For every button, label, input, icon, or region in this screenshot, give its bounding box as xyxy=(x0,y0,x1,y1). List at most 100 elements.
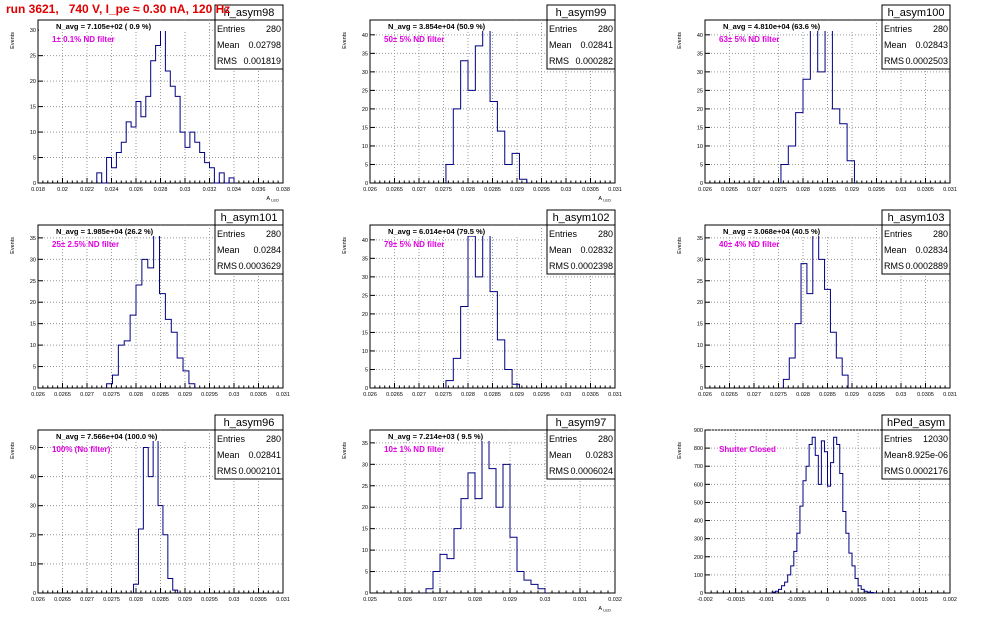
y-axis-label: Events xyxy=(677,442,683,459)
navg-box xyxy=(39,226,209,236)
stats-value: -8.925e-06 xyxy=(904,450,948,460)
stats-value: 0.02841 xyxy=(580,40,613,50)
x-tick-label: 0.03 xyxy=(229,597,240,603)
histogram-name: h_asym99 xyxy=(556,7,607,19)
stats-box xyxy=(546,209,616,275)
histogram-panel: -0.002 -0.0015 -0.001 -0.0005 0 0.0005 0.001 0.… xyxy=(677,414,957,603)
filter-annotation: 1± 0.1% ND filter xyxy=(52,35,115,44)
y-tick-label: 10 xyxy=(30,130,36,136)
histogram-name: h_asym102 xyxy=(553,212,610,224)
stats-key: RMS xyxy=(884,261,904,271)
filter-annotation: 63± 5% ND filter xyxy=(719,35,779,44)
y-tick-label: 0 xyxy=(33,181,36,187)
x-tick-label: 0.0295 xyxy=(201,597,218,603)
y-tick-label: 10 xyxy=(362,548,368,554)
y-tick-label: 30 xyxy=(697,257,703,263)
x-tick-label: 0.0305 xyxy=(250,392,267,398)
stats-value: 0.000282 xyxy=(575,56,613,66)
y-axis-label: Events xyxy=(342,32,348,49)
y-tick-label: 40 xyxy=(697,33,703,39)
stats-box xyxy=(214,414,284,480)
stats-value: 0.0002503 xyxy=(905,56,948,66)
stats-key: RMS xyxy=(217,261,237,271)
navg-label: N_avg = 3.068e+04 (40.5 %) xyxy=(723,227,821,236)
y-tick-label: 35 xyxy=(362,51,368,57)
y-tick-label: 0 xyxy=(700,181,703,187)
x-tick-label: 0.0275 xyxy=(770,392,787,398)
x-tick-label: 0.027 xyxy=(80,597,94,603)
stats-value: 280 xyxy=(266,24,281,34)
filter-annotation: 40± 4% ND filter xyxy=(719,240,779,249)
x-tick-label: 0.031 xyxy=(943,392,957,398)
stats-key: Mean xyxy=(217,450,240,460)
histogram-name: h_asym97 xyxy=(556,417,607,429)
stats-box xyxy=(546,414,616,480)
stats-key: Mean xyxy=(884,450,907,460)
histogram-panel: 0.026 0.0265 0.027 0.0275 0.028 0.0285 0.029 0.… xyxy=(677,209,957,398)
y-tick-label: 600 xyxy=(694,482,703,488)
stats-box xyxy=(881,209,951,275)
histogram-panel: 0.025 0.026 0.027 0.028 0.029 0.03 0.031 0.032 0… xyxy=(342,414,622,613)
stats-key: Entries xyxy=(217,229,246,239)
x-tick-label: 0.031 xyxy=(573,597,587,603)
x-tick-label: 0.0285 xyxy=(152,597,169,603)
x-tick-label: 0.0305 xyxy=(582,392,599,398)
stats-key: RMS xyxy=(884,56,904,66)
x-tick-label: 0.0265 xyxy=(386,187,403,193)
x-tick-label: 0.03 xyxy=(561,392,572,398)
stats-key: Mean xyxy=(549,245,572,255)
histogram-outline xyxy=(106,233,196,388)
x-tick-label: 0.028 xyxy=(461,392,475,398)
y-tick-label: 0 xyxy=(700,591,703,597)
x-tick-label: 0.031 xyxy=(608,187,622,193)
stats-value: 280 xyxy=(598,24,613,34)
x-tick-label: 0.026 xyxy=(398,597,412,603)
x-tick-label: 0.0265 xyxy=(386,392,403,398)
y-tick-label: 20 xyxy=(30,533,36,539)
x-axis-label-subscript: LED xyxy=(270,198,279,203)
y-axis-label: Events xyxy=(10,32,16,49)
x-tick-label: 0.028 xyxy=(796,392,810,398)
stats-key: Entries xyxy=(549,434,578,444)
stats-value: 0.02834 xyxy=(915,245,948,255)
x-tick-label: 0.0015 xyxy=(911,597,928,603)
y-tick-label: 300 xyxy=(694,537,703,543)
y-tick-label: 0 xyxy=(700,386,703,392)
stats-value: 0.02843 xyxy=(915,40,948,50)
stats-value: 280 xyxy=(266,434,281,444)
stats-value: 0.001819 xyxy=(243,56,281,66)
stats-value: 0.0006024 xyxy=(570,466,613,476)
stats-value: 0.0284 xyxy=(253,245,281,255)
y-tick-label: 10 xyxy=(30,562,36,568)
histogram-name: h_asym100 xyxy=(888,7,945,19)
x-tick-label: 0.028 xyxy=(468,597,482,603)
y-tick-label: 10 xyxy=(697,343,703,349)
y-tick-label: 30 xyxy=(30,28,36,34)
y-tick-label: 15 xyxy=(30,105,36,111)
navg-box xyxy=(371,226,541,236)
y-tick-label: 25 xyxy=(362,484,368,490)
x-tick-label: 0.022 xyxy=(80,187,94,193)
x-tick-label: 0.032 xyxy=(608,597,622,603)
histogram-name: h_asym96 xyxy=(224,417,275,429)
y-tick-label: 0 xyxy=(365,181,368,187)
x-tick-label: 0.026 xyxy=(31,392,45,398)
stats-box xyxy=(214,4,284,70)
navg-box xyxy=(706,226,876,236)
y-tick-label: 35 xyxy=(362,256,368,262)
x-tick-label: 0.029 xyxy=(845,187,859,193)
y-tick-label: 30 xyxy=(697,70,703,76)
stats-box xyxy=(546,4,616,70)
histogram-outline xyxy=(445,228,520,388)
navg-label: N_avg = 1.985e+04 (26.2 %) xyxy=(56,227,154,236)
histogram-name: h_asym101 xyxy=(221,212,278,224)
x-tick-label: 0.0285 xyxy=(819,187,836,193)
x-tick-label: 0.027 xyxy=(412,392,426,398)
x-tick-label: 0.029 xyxy=(178,392,192,398)
filter-annotation: 10± 1% ND filter xyxy=(384,445,444,454)
y-tick-label: 10 xyxy=(362,144,368,150)
y-tick-label: 35 xyxy=(30,236,36,242)
x-tick-label: 0.0285 xyxy=(819,392,836,398)
x-tick-label: 0.0265 xyxy=(721,187,738,193)
navg-label: N_avg = 6.014e+04 (79.5 %) xyxy=(388,227,486,236)
